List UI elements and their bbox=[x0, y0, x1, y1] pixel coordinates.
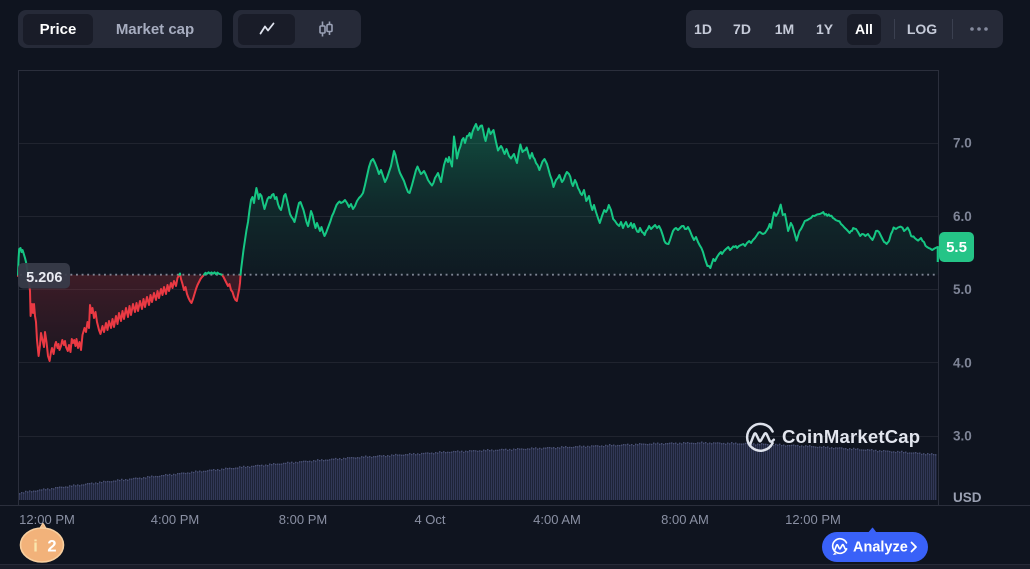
svg-text:5.206: 5.206 bbox=[26, 270, 62, 286]
svg-text:4.0: 4.0 bbox=[953, 356, 972, 371]
svg-text:Analyze: Analyze bbox=[853, 540, 908, 556]
svg-text:CoinMarketCap: CoinMarketCap bbox=[782, 426, 920, 447]
svg-text:8:00 PM: 8:00 PM bbox=[279, 512, 327, 527]
svg-text:4:00 PM: 4:00 PM bbox=[151, 512, 199, 527]
svg-text:6.0: 6.0 bbox=[953, 209, 972, 224]
svg-text:5.0: 5.0 bbox=[953, 282, 972, 297]
svg-text:12:00 PM: 12:00 PM bbox=[785, 512, 841, 527]
svg-text:i: i bbox=[33, 538, 38, 556]
svg-text:3.0: 3.0 bbox=[953, 429, 972, 444]
svg-text:7.0: 7.0 bbox=[953, 136, 972, 151]
svg-text:5.5: 5.5 bbox=[946, 239, 967, 256]
svg-text:8:00 AM: 8:00 AM bbox=[661, 512, 709, 527]
svg-text:USD: USD bbox=[953, 490, 982, 505]
svg-text:4:00 AM: 4:00 AM bbox=[533, 512, 581, 527]
svg-text:12:00 PM: 12:00 PM bbox=[19, 512, 75, 527]
svg-text:4 Oct: 4 Oct bbox=[414, 512, 445, 527]
svg-text:2: 2 bbox=[47, 538, 56, 556]
